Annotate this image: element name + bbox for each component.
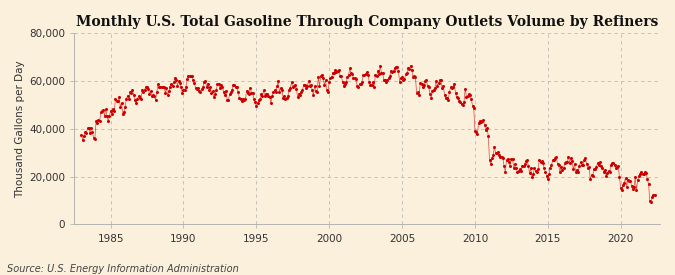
Y-axis label: Thousand Gallons per Day: Thousand Gallons per Day bbox=[15, 60, 25, 197]
Title: Monthly U.S. Total Gasoline Through Company Outlets Volume by Refiners: Monthly U.S. Total Gasoline Through Comp… bbox=[76, 15, 658, 29]
Text: Source: U.S. Energy Information Administration: Source: U.S. Energy Information Administ… bbox=[7, 264, 238, 274]
